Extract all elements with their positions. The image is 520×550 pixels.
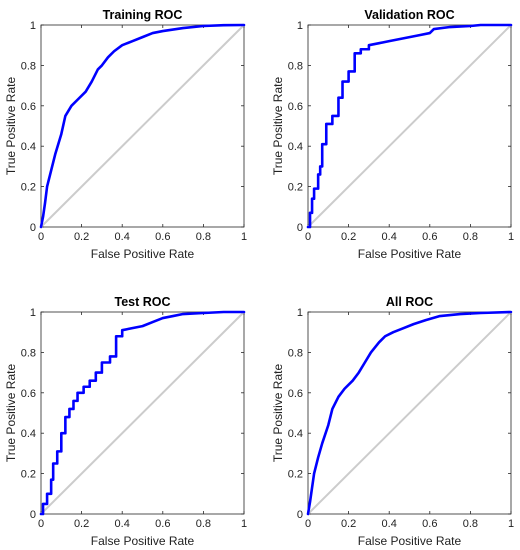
x-tick-label: 0 [38,518,44,530]
x-tick-label: 0.6 [422,231,437,243]
x-tick-label: 0.4 [382,231,397,243]
x-tick-label: 0 [38,231,44,243]
roc-curve [39,310,246,516]
x-tick-label: 0.2 [74,231,89,243]
plot-area [307,24,512,228]
reference-diagonal-line [40,24,245,228]
x-tick-label: 0.8 [463,231,478,243]
x-tick-label: 0.6 [155,231,170,243]
y-tick-label: 0 [297,509,303,521]
y-tick-label: 1 [30,307,36,319]
y-tick-label: 1 [297,307,303,319]
roc-panel-2: 0 0.2 0.4 0.6 0.8 1 0 0.2 0.4 0.6 0.8 1 Validation R… [271,8,514,261]
y-tick-label: 0.2 [21,182,36,194]
y-tick-label: 1 [30,20,36,32]
y-tick-label: 0.2 [288,182,303,194]
reference-diagonal-line [307,24,512,228]
roc-panel-1: 0 0.2 0.4 0.6 0.8 1 0 0.2 0.4 0.6 0.8 1 Training ROC… [4,8,247,261]
y-tick-label: 0.4 [288,141,303,153]
chart-title: Test ROC [114,295,170,309]
reference-diagonal-line [40,311,245,515]
y-tick-label: 0 [297,222,303,234]
y-tick-label: 0 [30,509,36,521]
roc-curve [39,23,246,229]
plot-area [40,311,245,515]
x-tick-label: 0 [305,231,311,243]
x-tick-label: 0.8 [463,518,478,530]
x-tick-label: 0.4 [115,518,130,530]
y-axis-label: True Positive Rate [4,77,18,176]
y-tick-label: 0.2 [288,469,303,481]
x-tick-label: 0.8 [196,518,211,530]
x-tick-label: 0.6 [422,518,437,530]
x-tick-label: 0.4 [115,231,130,243]
x-axis-label: False Positive Rate [91,247,195,261]
y-tick-label: 0.4 [21,428,36,440]
plot-area [307,311,512,515]
x-tick-label: 1 [508,231,514,243]
roc-panel-3: 0 0.2 0.4 0.6 0.8 1 0 0.2 0.4 0.6 0.8 1 Test ROC Fals… [4,295,247,548]
y-axis-label: True Positive Rate [271,364,285,463]
x-tick-label: 1 [241,518,247,530]
y-tick-label: 0.6 [21,101,36,113]
x-tick-label: 0.2 [74,518,89,530]
x-axis-label: False Positive Rate [91,534,195,548]
chart-title: Validation ROC [364,8,454,22]
y-tick-label: 1 [297,20,303,32]
y-tick-label: 0.2 [21,469,36,481]
x-tick-label: 1 [241,231,247,243]
y-tick-label: 0.6 [288,388,303,400]
x-tick-label: 1 [508,518,514,530]
x-tick-label: 0.2 [341,518,356,530]
y-axis-label: True Positive Rate [271,77,285,176]
x-axis-label: False Positive Rate [358,534,462,548]
x-tick-label: 0 [305,518,311,530]
y-tick-label: 0.8 [288,347,303,359]
roc-curve [306,310,513,516]
roc-panel-4: 0 0.2 0.4 0.6 0.8 1 0 0.2 0.4 0.6 0.8 1 All ROC False… [271,295,514,548]
y-tick-label: 0.8 [21,60,36,72]
y-tick-label: 0.8 [288,60,303,72]
chart-title: All ROC [386,295,433,309]
y-axis-label: True Positive Rate [4,364,18,463]
reference-diagonal-line [307,311,512,515]
y-tick-label: 0.8 [21,347,36,359]
x-axis-label: False Positive Rate [358,247,462,261]
plot-area [40,24,245,228]
y-tick-label: 0.4 [288,428,303,440]
x-tick-label: 0.4 [382,518,397,530]
x-tick-label: 0.8 [196,231,211,243]
y-tick-label: 0.4 [21,141,36,153]
x-tick-label: 0.2 [341,231,356,243]
y-tick-label: 0 [30,222,36,234]
y-tick-label: 0.6 [288,101,303,113]
roc-curve [306,23,513,229]
x-tick-label: 0.6 [155,518,170,530]
y-tick-label: 0.6 [21,388,36,400]
chart-title: Training ROC [103,8,183,22]
